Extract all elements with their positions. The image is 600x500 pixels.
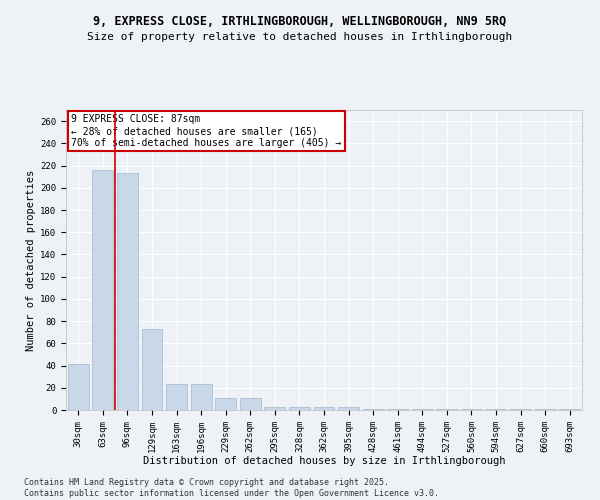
Bar xyxy=(166,384,187,410)
Y-axis label: Number of detached properties: Number of detached properties xyxy=(26,170,36,350)
Text: 9, EXPRESS CLOSE, IRTHLINGBOROUGH, WELLINGBOROUGH, NN9 5RQ: 9, EXPRESS CLOSE, IRTHLINGBOROUGH, WELLI… xyxy=(94,15,506,28)
X-axis label: Distribution of detached houses by size in Irthlingborough: Distribution of detached houses by size … xyxy=(143,456,505,466)
Bar xyxy=(314,406,334,410)
Bar xyxy=(289,406,310,410)
Bar xyxy=(485,409,506,410)
Bar xyxy=(362,409,383,410)
Text: Size of property relative to detached houses in Irthlingborough: Size of property relative to detached ho… xyxy=(88,32,512,42)
Text: Contains HM Land Registry data © Crown copyright and database right 2025.
Contai: Contains HM Land Registry data © Crown c… xyxy=(24,478,439,498)
Bar xyxy=(215,398,236,410)
Bar xyxy=(535,409,556,410)
Bar xyxy=(461,409,482,410)
Bar xyxy=(387,409,408,410)
Bar xyxy=(142,329,163,410)
Bar xyxy=(559,409,580,410)
Bar xyxy=(117,174,138,410)
Bar xyxy=(265,406,286,410)
Bar xyxy=(510,409,531,410)
Bar xyxy=(338,406,359,410)
Bar xyxy=(240,398,261,410)
Text: 9 EXPRESS CLOSE: 87sqm
← 28% of detached houses are smaller (165)
70% of semi-de: 9 EXPRESS CLOSE: 87sqm ← 28% of detached… xyxy=(71,114,341,148)
Bar xyxy=(191,384,212,410)
Bar xyxy=(92,170,113,410)
Bar xyxy=(68,364,89,410)
Bar xyxy=(436,409,457,410)
Bar xyxy=(412,409,433,410)
